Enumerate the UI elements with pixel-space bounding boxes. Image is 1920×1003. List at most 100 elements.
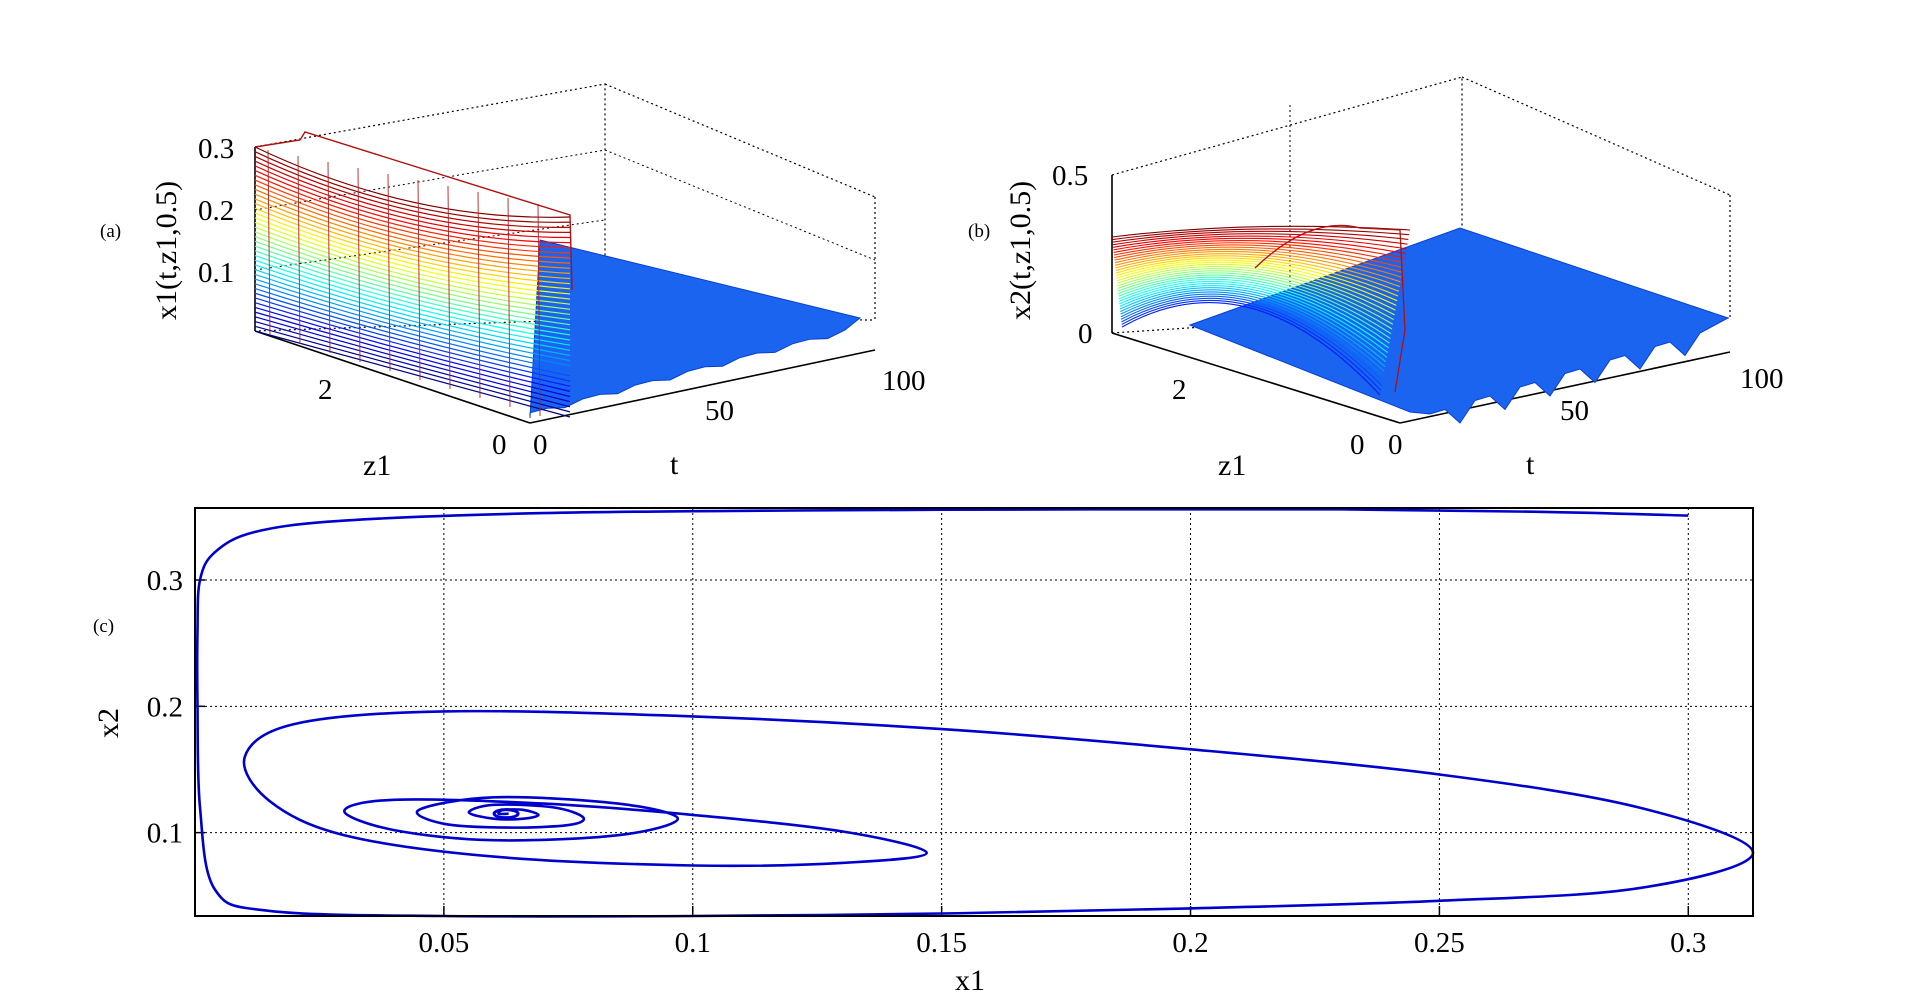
panel-a-surface-line (254, 151, 571, 223)
panel-c-grid (195, 508, 1753, 916)
panel-b-ytick: 0 (1350, 429, 1365, 461)
panel-b-surface-line (1113, 235, 1407, 250)
panel-a-surface-line (254, 297, 571, 382)
panel-c-ytick: 0.3 (147, 565, 183, 597)
panel-b-surface-line (1116, 265, 1395, 316)
panel-b-ylabel: z1 (1218, 449, 1246, 482)
panel-c-xtick: 0.25 (1414, 927, 1465, 959)
panel-a-surface-line (254, 273, 571, 357)
panel-a-surface-line (254, 283, 571, 367)
panel-b-ztick: 0 (1078, 318, 1093, 350)
panel-c-xtick: 0.2 (1172, 927, 1208, 959)
panel-a-surface-line (254, 325, 571, 413)
panel-c-ticks: 0.05 0.1 0.15 0.2 0.25 0.3 0.1 0.2 0.3 (147, 565, 1707, 959)
panel-b-surface-line (1114, 244, 1404, 269)
panel-a-surface-line (254, 240, 571, 321)
panel-a-surface-line (254, 302, 571, 387)
panel-a-surface-line (254, 330, 571, 418)
panel-b-surface-line (1114, 248, 1402, 278)
panel-a-ztick: 0.2 (198, 195, 234, 227)
panel-b-xtick: 0 (1388, 429, 1403, 461)
panel-a-surface-line (254, 184, 571, 259)
panel-b-surface-line (1117, 268, 1394, 321)
panel-a-xtick: 0 (533, 429, 548, 461)
panel-c-ylabel: x2 (92, 708, 125, 738)
panel-a-surface-line (254, 311, 571, 398)
panel-a-surface-line (254, 155, 571, 228)
panel-a-surface-line (254, 306, 571, 392)
panel-a-surface-rib (327, 161, 331, 354)
panel-b-surface-line (1119, 283, 1389, 354)
panel-a-surface-line (254, 287, 571, 372)
panel-a-surface-line (254, 250, 571, 331)
panel-c-trajectory-line (195, 507, 1755, 918)
panel-a-xtick: 100 (882, 365, 926, 397)
panel-b-surface-line (1118, 276, 1391, 339)
panel-b-surface-plot: (b) 0.5 0 2 0 0 50 100 t z1 x2(t,z1,0.5) (968, 76, 1784, 482)
panel-a-surface-line (254, 160, 571, 233)
panel-a-surface-line (254, 259, 571, 341)
panel-b-surface-tail (1188, 227, 1730, 424)
panel-b-surface-line (1120, 293, 1384, 377)
panel-b-surface-line (1121, 302, 1381, 396)
panel-b-surface-line (1112, 230, 1409, 243)
panel-a-ylabel: z1 (363, 449, 391, 482)
panel-b-surface-line (1112, 233, 1408, 246)
panel-b-surface-line (1120, 295, 1383, 382)
panel-a-surface-line (254, 226, 571, 305)
panel-a-surface-line (254, 146, 571, 218)
panel-b-ytick: 2 (1172, 374, 1187, 406)
panel-a-surface-line (254, 278, 571, 362)
panel-a-surface-line (254, 245, 571, 326)
panel-a-surface-plot: (a) 0.3 0.2 0.1 2 0 0 50 100 t z1 x1(t,z… (100, 83, 926, 482)
panel-b-surface-line (1117, 272, 1393, 330)
panel-b-surface-line (1116, 259, 1398, 302)
panel-c-xlabel: x1 (955, 964, 985, 997)
panel-a-surface-line (254, 254, 571, 336)
panel-b-surface-line (1121, 299, 1382, 391)
panel-c-xtick: 0.05 (419, 927, 470, 959)
panel-a-ytick: 0 (492, 429, 507, 461)
panel-a-surface-rib (447, 185, 451, 390)
panel-a-surface-line (254, 269, 571, 351)
panel-a-surface-line (254, 217, 571, 295)
panel-a-surface (254, 131, 862, 419)
panel-c-xtick: 0.3 (1670, 927, 1706, 959)
panel-b-surface (1111, 224, 1730, 424)
panel-a-surface-line (254, 236, 571, 316)
panel-b-surface-ridge (1254, 224, 1406, 393)
panel-c-xtick: 0.15 (916, 927, 967, 959)
panel-c-phase-plot: (c) 0.05 0.1 0.15 0.2 0.25 0.3 0.1 0.2 0.3 x1 x2 (92, 507, 1755, 997)
panel-a-ztick: 0.3 (198, 133, 234, 165)
panel-a-surface-line (254, 198, 571, 275)
panel-b-surface-line (1118, 274, 1392, 335)
panel-b-zlabel: x2(t,z1,0.5) (1004, 181, 1037, 320)
panel-b-xtick: 50 (1560, 395, 1589, 427)
panel-b-surface-line (1118, 278, 1390, 344)
panel-a-surface-ridge (254, 131, 573, 291)
panel-b-surface-line (1119, 287, 1387, 363)
panel-b-surface-line (1115, 257, 1399, 297)
panel-a-surface-line (254, 179, 571, 254)
panel-a-surface-rib (507, 197, 511, 408)
panel-a-surface-line (254, 316, 571, 403)
panel-b-surface-line (1113, 242, 1405, 264)
panel-a-xlabel: t (670, 448, 679, 481)
panel-c-axes-box (194, 507, 1754, 917)
panel-b-surface-line (1115, 253, 1400, 288)
panel-a-surface-line (254, 292, 571, 377)
panel-b-surface-line (1118, 280, 1389, 349)
panel-a-surface-rib (297, 155, 301, 345)
panel-b-surface-line (1120, 289, 1386, 368)
panel-b-surface-line (1120, 291, 1385, 372)
panel-b-label: (b) (968, 221, 990, 242)
panel-a-surface-line (254, 264, 571, 346)
panel-a-surface-rib (477, 191, 481, 399)
panel-a-label: (a) (100, 221, 121, 242)
panel-b-surface-line (1115, 255, 1400, 292)
panel-b-xlabel: t (1526, 448, 1535, 481)
panel-a-xtick: 50 (705, 395, 734, 427)
panel-a-surface-line (254, 231, 571, 310)
panel-a-surface-rib (417, 179, 421, 381)
